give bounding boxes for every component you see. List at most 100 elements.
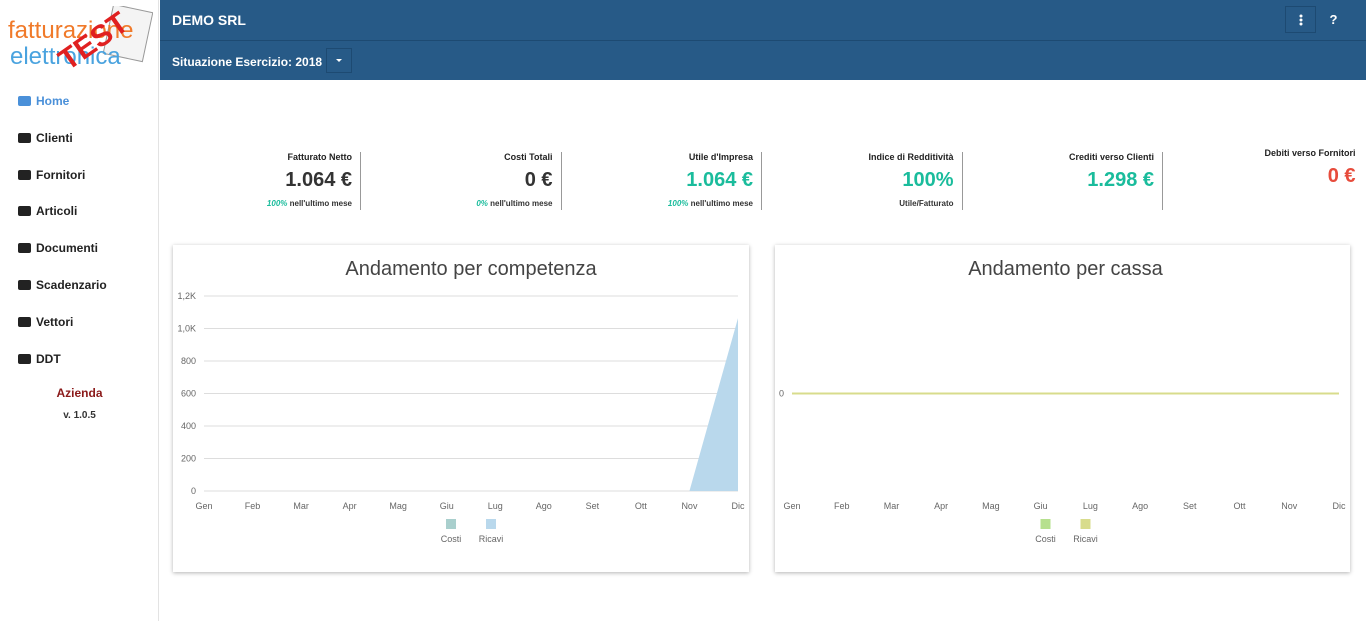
- y-tick-label: 1,0K: [177, 324, 196, 334]
- x-tick-label: Nov: [681, 501, 698, 511]
- menu-item[interactable]: Vettori: [18, 315, 73, 329]
- logo: fatturazione elettronica TEST: [8, 6, 153, 72]
- kpi: Fatturato Netto 1.064 € 100% nell'ultimo m…: [161, 152, 361, 210]
- menu-item[interactable]: DDT: [18, 352, 61, 366]
- exercise: Situazione Esercizio: 2018: [172, 55, 323, 69]
- kpi: Debiti verso Fornitori 0 €: [1164, 148, 1364, 210]
- x-tick-label: Mar: [884, 501, 900, 511]
- menu-item[interactable]: Documenti: [18, 241, 98, 255]
- menu-item[interactable]: Home: [18, 94, 69, 108]
- kpi-label: Utile d'Impresa: [688, 152, 753, 162]
- kpi: Crediti verso Clienti 1.298 €: [963, 152, 1163, 210]
- x-tick-label: Ago: [1132, 501, 1148, 511]
- kpi: Utile d'Impresa 1.064 € 100% nell'ultimo m…: [562, 152, 762, 210]
- menu-button[interactable]: [1285, 6, 1316, 33]
- menu-item[interactable]: Articoli: [18, 204, 77, 218]
- kpi-sub: 100% nell'ultimo mese: [161, 199, 352, 208]
- x-tick-label: Apr: [934, 501, 948, 511]
- menu-icon: [18, 169, 31, 180]
- x-tick-label: Giu: [440, 501, 454, 511]
- menu-label: Clienti: [36, 130, 73, 145]
- legend-label: Ricavi: [1073, 534, 1098, 544]
- x-tick-label: Dic: [1333, 501, 1346, 511]
- menu-icon: [18, 280, 31, 290]
- x-tick-label: Mag: [982, 501, 1000, 511]
- menu-item[interactable]: Clienti: [18, 131, 73, 145]
- y-tick-label: 1,2K: [177, 291, 196, 301]
- x-tick-label: Set: [586, 501, 600, 511]
- legend-label: Costi: [1035, 534, 1056, 544]
- x-tick-label: Nov: [1281, 501, 1298, 511]
- legend-swatch: [486, 519, 496, 529]
- kpi-label: Fatturato Netto: [287, 152, 353, 162]
- kpi-note: nell'ultimo mese: [289, 199, 352, 208]
- menu-label: Articoli: [36, 204, 78, 219]
- x-tick-label: Dic: [732, 501, 745, 511]
- company-section: Azienda: [56, 386, 103, 400]
- menu-label: DDT: [36, 351, 61, 366]
- exercise-dropdown[interactable]: [326, 48, 352, 73]
- logo-line1: fatturazione: [8, 17, 133, 44]
- chart-title: Andamento per cassa: [968, 258, 1163, 280]
- x-tick-label: Gen: [195, 501, 212, 511]
- menu-icon: [18, 132, 31, 143]
- dots-icon: [1299, 14, 1302, 25]
- chart: Andamento per cassa 0 Gen Feb Mar Apr Mag Giu Lu…: [779, 258, 1346, 544]
- kpi-sub: 100% nell'ultimo mese: [562, 199, 753, 208]
- x-tick-label: Giu: [1034, 501, 1048, 511]
- kpi-label: Costi Totali: [504, 152, 553, 162]
- y-tick-label: 400: [181, 421, 196, 431]
- version: v. 1.0.5: [63, 410, 96, 421]
- top-bar: DEMO SRL ?: [160, 0, 1366, 41]
- menu-item[interactable]: Scadenzario: [18, 278, 107, 292]
- kpi-note: Utile/Fatturato: [899, 199, 954, 208]
- menu-label: Scadenzario: [36, 278, 107, 292]
- menu-label: Vettori: [36, 314, 74, 329]
- menu-icon: [18, 353, 31, 364]
- kpi-value: 0 €: [524, 169, 553, 191]
- kpi-value: 1.064 €: [686, 169, 753, 191]
- legend-swatch: [1040, 519, 1051, 529]
- y-tick-label: 0: [779, 389, 784, 399]
- menu-icon: [18, 316, 31, 327]
- chart-card: Andamento per cassa 0 Gen Feb Mar Apr Mag Giu Lu…: [775, 245, 1350, 572]
- kpi-label: Debiti verso Fornitori: [1264, 148, 1356, 158]
- x-tick-label: Lug: [1083, 501, 1098, 511]
- kpi-note: nell'ultimo mese: [690, 199, 753, 208]
- kpi-value: 1.064 €: [285, 169, 352, 191]
- chart-title: Andamento per competenza: [345, 258, 597, 280]
- kpi-percent: 100%: [667, 199, 689, 208]
- area: [204, 318, 738, 491]
- x-tick-label: Mar: [293, 501, 309, 511]
- menu-icon: [18, 206, 31, 217]
- y-tick-label: 0: [191, 486, 196, 496]
- sidebar: fatturazione elettronica TEST Home Client…: [0, 0, 159, 621]
- x-tick-label: Set: [1183, 501, 1197, 511]
- legend-swatch: [446, 519, 456, 529]
- company-name: DEMO SRL: [172, 12, 246, 28]
- x-tick-label: Feb: [834, 501, 850, 511]
- kpi-sub: Utile/Fatturato: [763, 199, 954, 208]
- kpi-label: Indice di Redditività: [868, 152, 954, 162]
- menu-item[interactable]: Fornitori: [18, 168, 85, 182]
- chart: Andamento per competenza 0 200 400 600 800 1,0…: [177, 258, 745, 544]
- x-tick-label: Feb: [245, 501, 261, 511]
- menu-label: Home: [36, 94, 70, 108]
- x-tick-label: Lug: [488, 501, 503, 511]
- x-tick-label: Ott: [1234, 501, 1247, 511]
- kpi-note: nell'ultimo mese: [490, 199, 553, 208]
- y-tick-label: 600: [181, 389, 196, 399]
- sub-bar: Situazione Esercizio: 2018: [160, 41, 1366, 80]
- legend-label: Costi: [441, 534, 462, 544]
- help-button[interactable]: ?: [1320, 6, 1347, 33]
- kpi-label: Crediti verso Clienti: [1068, 152, 1154, 162]
- x-tick-label: Apr: [343, 501, 357, 511]
- logo-line2: elettronica: [10, 43, 121, 70]
- kpi-value: 0 €: [1327, 165, 1356, 187]
- y-tick-label: 800: [181, 356, 196, 366]
- legend-label: Ricavi: [479, 534, 504, 544]
- x-tick-label: Gen: [783, 501, 800, 511]
- x-tick-label: Ott: [635, 501, 648, 511]
- menu-label: Documenti: [36, 241, 99, 256]
